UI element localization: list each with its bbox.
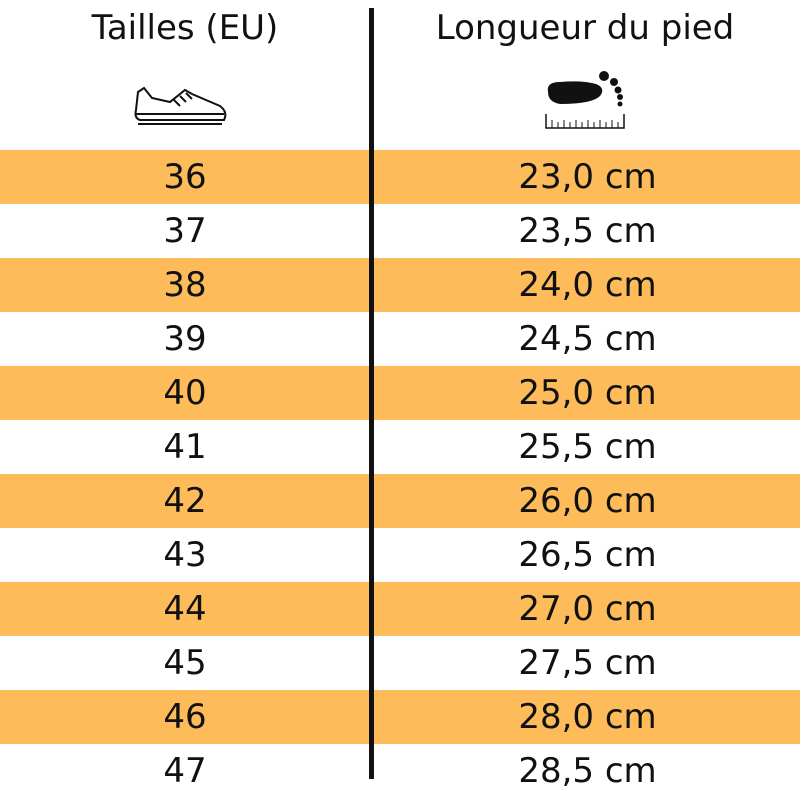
table-row: 37 23,5 cm	[0, 204, 800, 258]
table-row: 41 25,5 cm	[0, 420, 800, 474]
size-cell: 46	[163, 697, 207, 737]
size-cell: 39	[163, 319, 207, 359]
table-row: 36 23,0 cm	[0, 150, 800, 204]
length-cell: 23,0 cm	[518, 157, 657, 197]
length-cell: 23,5 cm	[518, 211, 657, 251]
length-cell: 27,0 cm	[518, 589, 657, 629]
length-cell: 28,5 cm	[518, 751, 657, 791]
size-cell: 47	[163, 751, 207, 791]
table-row: 42 26,0 cm	[0, 474, 800, 528]
size-cell: 41	[163, 427, 207, 467]
header-size: Tailles (EU)	[91, 8, 279, 48]
table-row: 46 28,0 cm	[0, 690, 800, 744]
shoe-icon	[134, 86, 227, 125]
header-length: Longueur du pied	[435, 8, 735, 48]
size-cell: 38	[163, 265, 207, 305]
table-row: 47 28,5 cm	[0, 744, 800, 798]
table-row: 43 26,5 cm	[0, 528, 800, 582]
table-row: 38 24,0 cm	[0, 258, 800, 312]
length-cell: 26,5 cm	[518, 535, 657, 575]
length-cell: 25,0 cm	[518, 373, 657, 413]
size-cell: 42	[163, 481, 207, 521]
table-row: 44 27,0 cm	[0, 582, 800, 636]
size-cell: 40	[163, 373, 207, 413]
length-cell: 26,0 cm	[518, 481, 657, 521]
length-cell: 25,5 cm	[518, 427, 657, 467]
table-row: 40 25,0 cm	[0, 366, 800, 420]
size-cell: 36	[163, 157, 207, 197]
length-cell: 27,5 cm	[518, 643, 657, 683]
length-cell: 24,5 cm	[518, 319, 657, 359]
size-cell: 43	[163, 535, 207, 575]
size-cell: 44	[163, 589, 207, 629]
foot-ruler-icon	[545, 71, 625, 129]
size-cell: 37	[163, 211, 207, 251]
table-row: 39 24,5 cm	[0, 312, 800, 366]
length-cell: 28,0 cm	[518, 697, 657, 737]
length-cell: 24,0 cm	[518, 265, 657, 305]
table-row: 45 27,5 cm	[0, 636, 800, 690]
size-cell: 45	[163, 643, 207, 683]
column-divider	[369, 8, 374, 779]
